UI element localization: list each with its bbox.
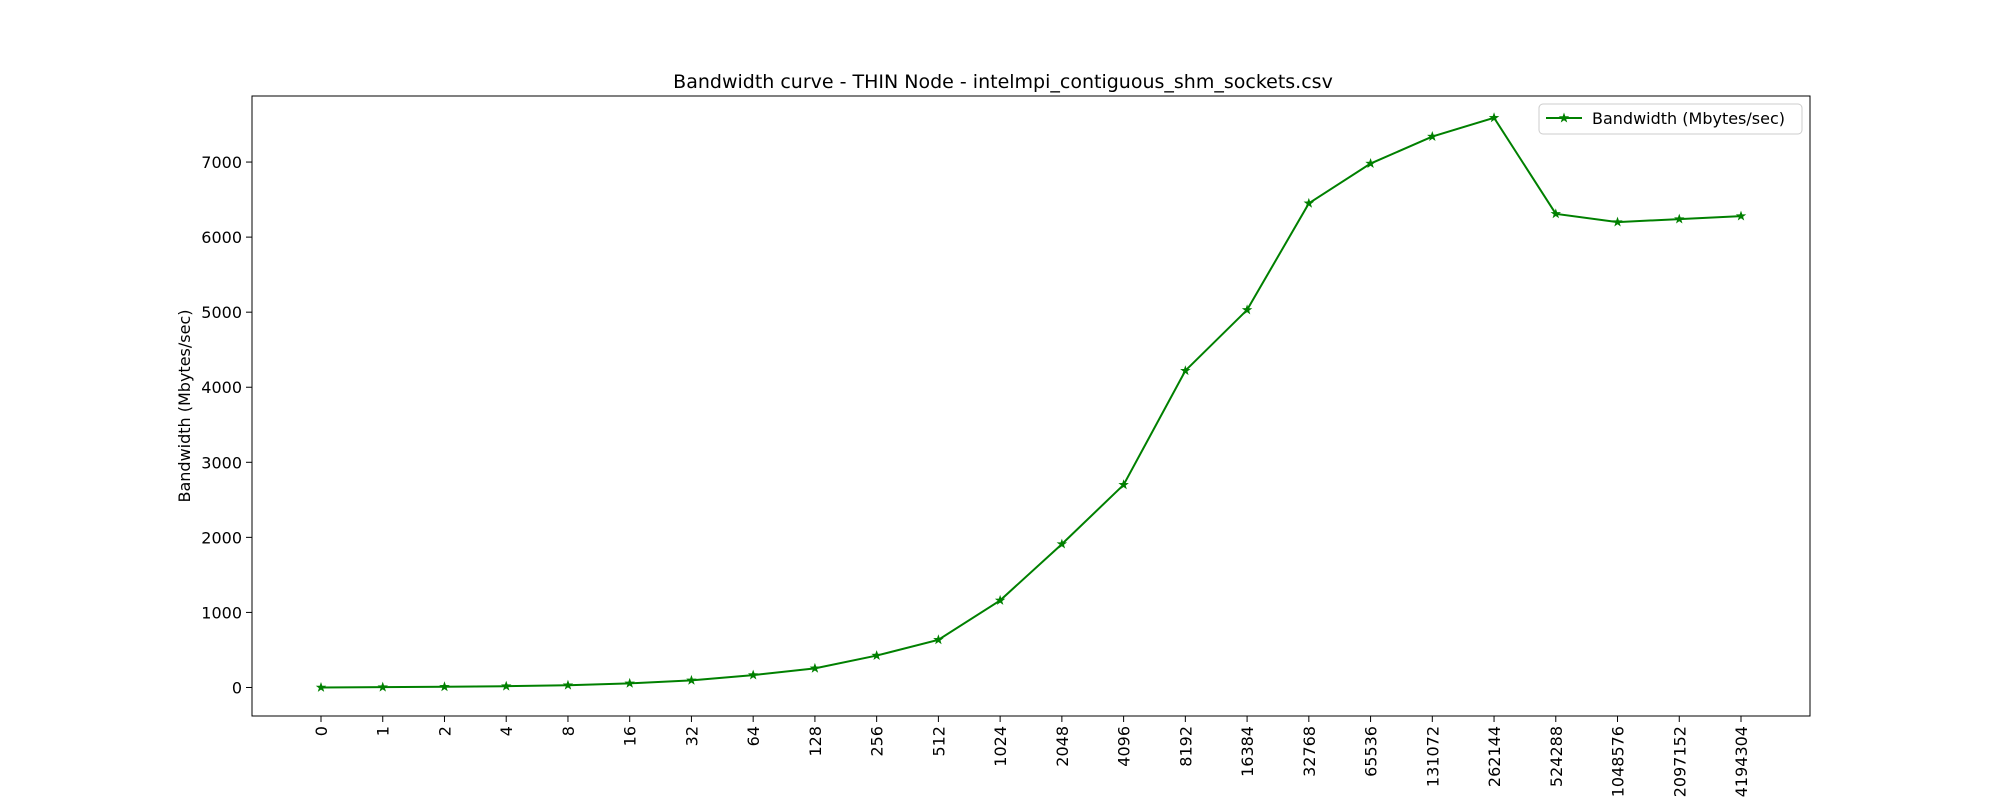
data-point-star-marker xyxy=(1241,304,1253,315)
data-point-star-marker xyxy=(1303,197,1315,208)
data-point-star-marker xyxy=(1427,131,1438,141)
data-point-star-marker xyxy=(686,674,697,685)
y-tick-label: 0 xyxy=(232,678,242,697)
y-tick-label: 1000 xyxy=(201,603,242,622)
x-tick-label: 1 xyxy=(374,726,393,736)
data-point-star-marker xyxy=(1118,479,1129,490)
x-tick-label: 512 xyxy=(929,726,948,757)
data-point-star-marker xyxy=(624,677,635,688)
y-tick-label: 7000 xyxy=(201,153,242,172)
x-tick-label: 262144 xyxy=(1485,726,1504,787)
data-point-star-marker xyxy=(933,634,944,645)
x-tick-label: 8 xyxy=(559,726,578,736)
y-axis-label: Bandwidth (Mbytes/sec) xyxy=(175,310,194,503)
chart-title: Bandwidth curve - THIN Node - intelmpi_c… xyxy=(673,71,1333,93)
data-point-star-marker xyxy=(809,662,821,673)
x-tick-label: 16384 xyxy=(1238,726,1257,777)
data-point-star-marker xyxy=(1180,365,1191,376)
data-point-star-marker xyxy=(377,681,388,692)
data-point-star-marker xyxy=(871,650,882,661)
y-tick-label: 3000 xyxy=(201,453,242,472)
x-tick-label: 131072 xyxy=(1423,726,1442,787)
x-tick-label: 256 xyxy=(868,726,887,757)
x-tick-label: 32768 xyxy=(1300,726,1319,777)
data-point-star-marker xyxy=(1550,208,1562,219)
x-tick-label: 2 xyxy=(435,726,454,736)
data-point-star-marker xyxy=(562,679,574,690)
x-tick-label: 16 xyxy=(621,726,640,746)
y-tick-label: 4000 xyxy=(201,378,242,397)
x-tick-label: 8192 xyxy=(1176,726,1195,767)
legend-box xyxy=(1538,103,1803,135)
x-tick-label: 128 xyxy=(806,726,825,757)
data-point-star-marker xyxy=(1735,210,1747,221)
data-point-star-marker xyxy=(1056,538,1068,549)
x-axis: 0 1 2 4 8 16 32 64 128 256 512 1024 2048 4096 8192 1638… xyxy=(312,716,1751,797)
x-tick-label: 0 xyxy=(312,726,331,736)
data-point-star-marker xyxy=(1612,216,1623,227)
data-point-star-marker xyxy=(315,681,327,692)
legend-star-marker-icon xyxy=(1558,112,1570,123)
x-tick-label: 65536 xyxy=(1362,726,1381,777)
y-tick-label: 2000 xyxy=(201,528,242,547)
data-point-star-marker xyxy=(1365,158,1376,168)
x-tick-label: 4096 xyxy=(1115,726,1134,767)
y-tick-label: 6000 xyxy=(201,228,242,247)
data-point-star-marker xyxy=(439,681,450,692)
x-tick-label: 2097152 xyxy=(1670,726,1689,797)
x-tick-label: 524288 xyxy=(1547,726,1566,787)
legend: Bandwidth (Mbytes/sec) xyxy=(1538,103,1803,135)
x-tick-label: 2048 xyxy=(1053,726,1072,767)
series-layer xyxy=(315,112,1747,692)
data-point-star-marker xyxy=(1488,112,1500,123)
plot-area-frame xyxy=(251,95,1811,717)
x-tick-label: 1048576 xyxy=(1609,726,1628,797)
data-point-star-marker xyxy=(1674,213,1685,224)
series-line xyxy=(320,116,1742,689)
y-tick-label: 5000 xyxy=(201,303,242,322)
data-point-star-marker xyxy=(747,669,759,680)
data-point-star-marker xyxy=(500,680,512,691)
data-point-star-marker xyxy=(994,594,1006,605)
x-tick-label: 64 xyxy=(744,726,763,746)
y-axis: 0 1000 2000 3000 4000 5000 6000 7000 xyxy=(201,153,252,697)
x-tick-label: 4 xyxy=(497,726,516,736)
x-tick-label: 1024 xyxy=(991,726,1010,767)
x-tick-label: 32 xyxy=(682,726,701,746)
x-tick-label: 4194304 xyxy=(1732,726,1751,797)
legend-label: Bandwidth (Mbytes/sec) xyxy=(1592,109,1785,128)
